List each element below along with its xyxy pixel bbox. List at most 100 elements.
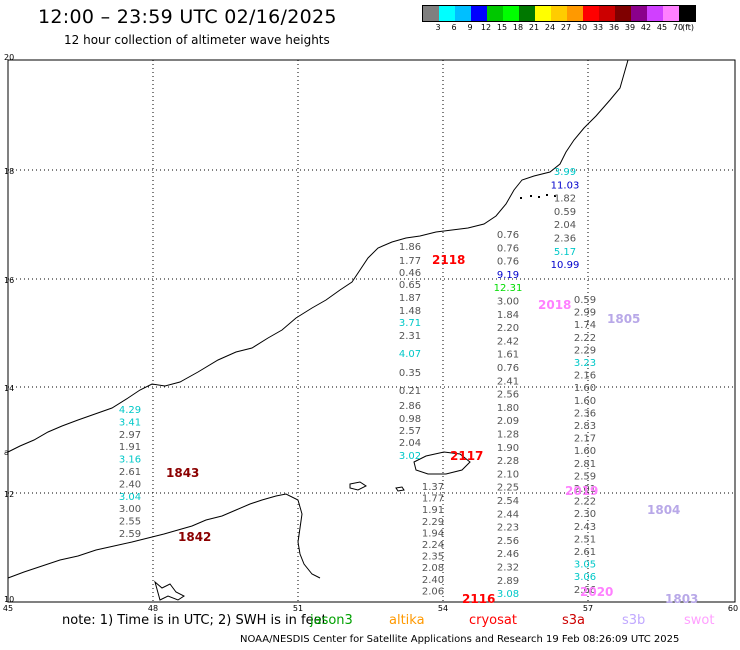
swh-value: 1.86 (399, 242, 421, 253)
color-swatch (583, 6, 599, 21)
island-socotra (413, 451, 471, 475)
swh-value: 2.46 (497, 549, 519, 560)
pass-label-2018: 2018 (538, 298, 571, 312)
swh-value: 9.19 (497, 270, 519, 281)
island-dot (554, 195, 556, 197)
pass-label-2020: 2020 (580, 585, 613, 599)
note-text: note: 1) Time is in UTC; 2) SWH is in fe… (62, 613, 327, 628)
credit-line: NOAA/NESDIS Center for Satellite Applica… (240, 634, 680, 645)
lon-tick-label: 51 (293, 604, 303, 613)
swh-value: 2.83 (574, 421, 596, 432)
swh-value: 2.81 (574, 459, 596, 470)
swh-value: 2.08 (422, 563, 444, 574)
swh-value: 0.46 (399, 268, 421, 279)
swh-value: 3.99 (554, 167, 576, 178)
track-2117: 1.371.771.912.291.942.242.352.082.402.06 (422, 482, 444, 597)
color-scale-label: 33 (592, 23, 604, 32)
swh-value: 3.05 (574, 560, 596, 571)
color-scale-label: 42 (640, 23, 652, 32)
swh-value: 2.20 (497, 323, 519, 334)
swh-value: 4.07 (399, 349, 421, 360)
swh-value: 3.16 (119, 455, 141, 466)
swh-value: 1.37 (422, 482, 444, 493)
island-dot (538, 196, 540, 198)
color-scale-label: 6 (451, 23, 457, 32)
color-swatch (439, 6, 455, 21)
color-swatch (647, 6, 663, 21)
swh-value: 2.41 (497, 376, 519, 387)
swh-value: 1.61 (497, 350, 519, 361)
color-scale-label: (ft) (681, 23, 695, 32)
color-swatch (487, 6, 503, 21)
color-swatch (551, 6, 567, 21)
swh-value: 0.76 (497, 230, 519, 241)
pass-label-1842: 1842 (178, 530, 211, 544)
swh-value: 1.94 (422, 528, 444, 539)
lon-tick-label: 60 (728, 604, 738, 613)
swh-value: 2.36 (554, 234, 576, 245)
swh-value: 2.24 (422, 540, 444, 551)
swh-value: 2.01 (574, 484, 596, 495)
lat-tick-label: 12 (4, 490, 14, 499)
swh-value: 0.59 (574, 295, 596, 306)
swh-value: 1.87 (399, 293, 421, 304)
swh-value: 2.89 (497, 576, 519, 587)
swh-value: 2.25 (497, 483, 519, 494)
color-scale-label: 24 (544, 23, 556, 32)
swh-value: 3.04 (119, 492, 141, 503)
color-scale-label: 15 (496, 23, 508, 32)
swh-value: 1.82 (554, 194, 576, 205)
swh-value: 2.30 (574, 509, 596, 520)
swh-value: 2.28 (497, 456, 519, 467)
lat-tick-label: 16 (4, 276, 14, 285)
swh-value: 11.03 (551, 180, 580, 191)
pass-label-2117: 2117 (450, 449, 483, 463)
swh-value: 2.57 (399, 426, 421, 437)
color-swatch (455, 6, 471, 21)
pass-label-1803: 1803 (665, 592, 698, 606)
swh-value: 12.31 (494, 283, 523, 294)
track-1805: 0.592.991.742.222.293.232.161.601.602.36… (574, 295, 596, 596)
swh-value: 1.28 (497, 430, 519, 441)
track-1843: 4.293.41 2.971.91 3.162.612.40 3.043.00 2.55… (119, 405, 141, 540)
north-coastline (7, 59, 629, 453)
pass-label-1804: 1804 (647, 503, 680, 517)
swh-value: 2.31 (399, 331, 421, 342)
swh-value: 2.42 (497, 336, 519, 347)
swh-value: 2.29 (422, 517, 444, 528)
color-swatch (423, 6, 439, 21)
color-swatch (567, 6, 583, 21)
color-scale-labels: 3 6 9 12 15 18 21 24 27 30 33 36 39 42 45 70 (ft) (422, 23, 740, 33)
swh-value: 4.29 (119, 405, 141, 416)
color-scale-label: 45 (656, 23, 668, 32)
lat-tick-label: 20 (4, 53, 14, 62)
color-swatch (599, 6, 615, 21)
swh-value: 3.08 (497, 589, 519, 600)
legend-jason3: jason3 (310, 613, 353, 628)
swh-value: 2.36 (574, 408, 596, 419)
swh-value: 3.00 (119, 504, 141, 515)
footer-note: note: 1) Time is in UTC; 2) SWH is in fe… (62, 613, 327, 628)
pass-label-1805: 1805 (607, 312, 640, 326)
swh-value: 2.29 (574, 345, 596, 356)
swh-value: 0.65 (399, 280, 421, 291)
color-scale-label: 70 (672, 23, 684, 32)
swh-value: 2.06 (422, 586, 444, 597)
legend-swot: swot (684, 613, 715, 628)
swh-value: 5.17 (554, 247, 576, 258)
swh-value: 2.23 (497, 523, 519, 534)
color-scale-label: 12 (480, 23, 492, 32)
swh-value: 3.71 (399, 318, 421, 329)
swh-value: 0.59 (554, 207, 576, 218)
swh-value: 2.44 (497, 509, 519, 520)
color-scale-label: 18 (512, 23, 524, 32)
coast-label: a (4, 448, 9, 457)
swh-value: 3.02 (399, 451, 421, 462)
swh-value: 2.22 (574, 497, 596, 508)
swh-value: 2.04 (399, 438, 421, 449)
swh-value: 10.99 (551, 260, 580, 271)
swh-value: 1.77 (399, 256, 421, 267)
page-title: 12:00 – 23:59 UTC 02/16/2025 (38, 6, 337, 28)
swh-value: 2.35 (422, 552, 444, 563)
